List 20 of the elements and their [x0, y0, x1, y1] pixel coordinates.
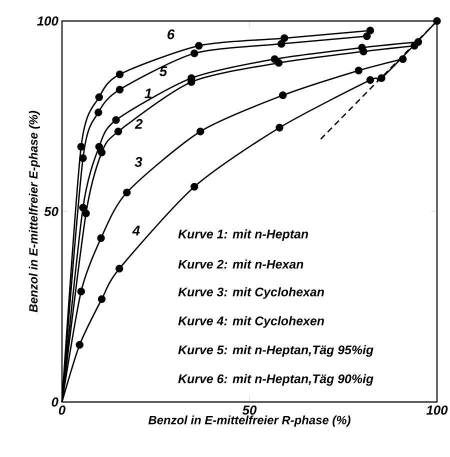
series-label: 4: [132, 226, 140, 236]
series-label: 3: [134, 157, 142, 167]
annotation: Kurve 3: mit Cyclohexan: [178, 287, 324, 299]
y-tick-label: 0: [52, 397, 58, 407]
annotation: Kurve 6: mit n-Heptan,Täg 90%ig: [178, 374, 374, 386]
series-label: 2: [134, 118, 143, 129]
annotation: Kurve 2: mit n-Hexan: [178, 260, 304, 269]
series-label: 5: [160, 66, 168, 76]
y-axis-title: Benzol in E-mittelfreier E-phase (%): [28, 110, 40, 312]
annotation: Kurve 1: mit n-Heptan: [178, 229, 308, 241]
x-tick-label: 100: [426, 406, 448, 415]
x-tick-label: 0: [58, 406, 66, 415]
y-tick-label: 100: [37, 16, 58, 26]
annotation: Kurve 5: mit n-Heptan,Täg 95%ig: [178, 345, 374, 357]
x-axis-title: Benzol in E-mittelfreier R-phase (%): [148, 416, 350, 427]
x-tick-label: 50: [242, 406, 257, 415]
y-tick-label: 50: [44, 206, 58, 216]
series-label: 6: [168, 29, 175, 40]
annotation: Kurve 4: mit Cyclohexen: [178, 316, 324, 328]
series-label: 1: [144, 88, 152, 98]
